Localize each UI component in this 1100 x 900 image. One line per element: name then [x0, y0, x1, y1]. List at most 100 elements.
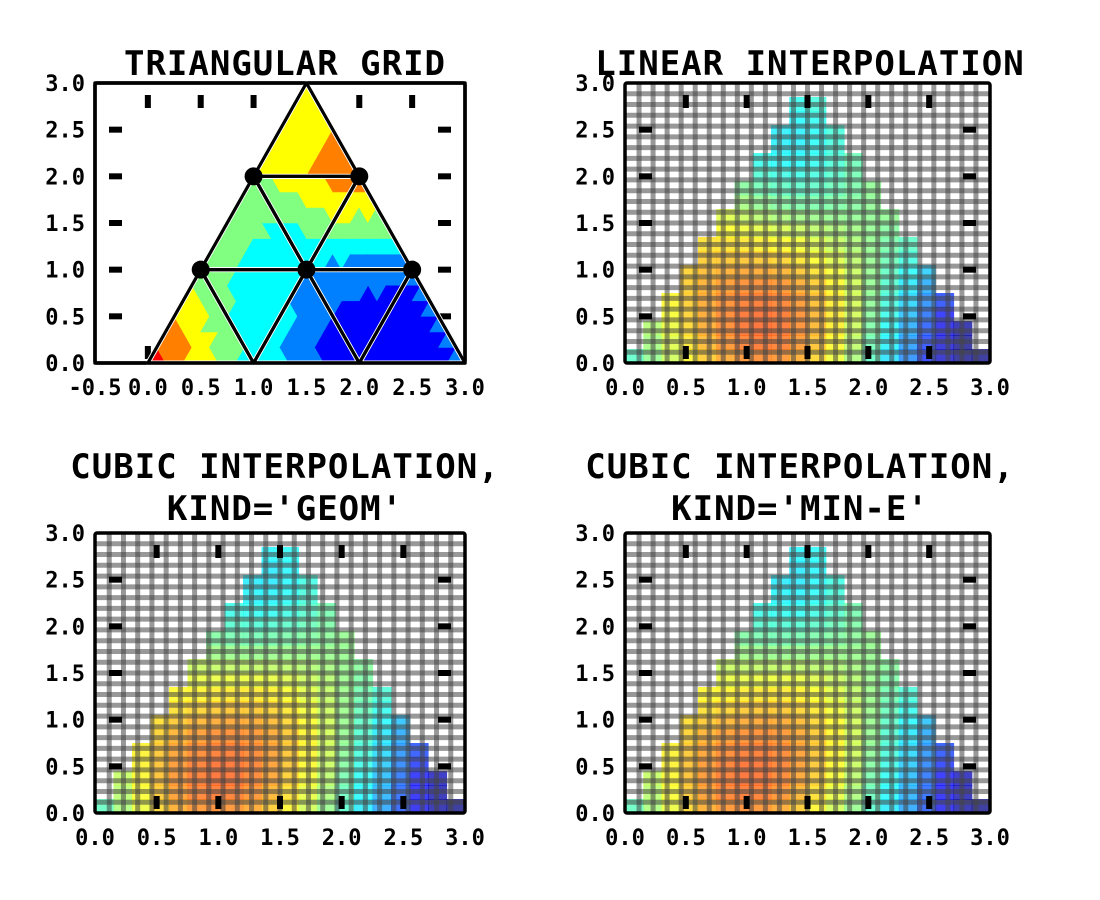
x-tick-mark	[153, 796, 160, 809]
x-tick-mark	[277, 796, 283, 809]
chart-subtitle: KIND='GEOM'	[167, 489, 403, 529]
y-tick-mark	[109, 220, 122, 226]
x-tick-mark	[926, 346, 933, 359]
x-tick-label: 1.5	[788, 826, 828, 851]
x-tick-label: 3.0	[445, 826, 485, 851]
x-tick-mark	[682, 545, 689, 558]
y-tick-mark	[963, 266, 976, 273]
x-tick-label: 2.0	[339, 376, 379, 401]
x-tick-mark	[804, 346, 811, 359]
y-tick-mark	[639, 576, 652, 583]
axes-frame	[623, 81, 992, 365]
y-tick-label: 1.5	[575, 662, 615, 687]
y-tick-label: 0.5	[575, 305, 615, 330]
x-tick-mark	[682, 95, 689, 108]
y-tick-mark	[639, 623, 652, 630]
y-tick-mark	[639, 670, 652, 676]
y-tick-label: 2.0	[45, 615, 85, 640]
y-tick-mark	[109, 763, 122, 770]
x-tick-mark	[338, 545, 345, 558]
x-tick-label: 1.5	[260, 826, 300, 851]
chart-title: LINEAR INTERPOLATION	[595, 44, 1024, 84]
x-tick-mark	[926, 95, 933, 108]
x-tick-label: 0.0	[605, 376, 645, 401]
y-tick-label: 1.5	[45, 212, 85, 237]
x-tick-mark	[865, 796, 872, 809]
y-tick-label: 3.0	[45, 522, 85, 547]
y-tick-label: 2.0	[575, 165, 615, 190]
x-tick-label: 0.0	[128, 376, 168, 401]
grid-node	[350, 167, 369, 186]
x-tick-mark	[409, 95, 416, 108]
chart-title: CUBIC INTERPOLATION,	[70, 447, 499, 487]
y-tick-mark	[109, 716, 122, 723]
y-tick-mark	[438, 670, 451, 676]
y-tick-mark	[438, 126, 451, 133]
y-tick-label: 1.5	[45, 662, 85, 687]
y-tick-mark	[438, 623, 451, 630]
x-tick-mark	[144, 95, 151, 108]
x-tick-label: 2.0	[322, 826, 362, 851]
y-tick-label: 0.0	[575, 352, 615, 377]
y-tick-mark	[963, 763, 976, 770]
y-tick-label: 3.0	[575, 522, 615, 547]
axes-frame	[93, 81, 467, 365]
x-tick-label: 3.0	[970, 826, 1010, 851]
x-tick-mark	[743, 95, 750, 108]
y-tick-label: 0.0	[45, 802, 85, 827]
chart-title: CUBIC INTERPOLATION,	[585, 447, 1014, 487]
x-tick-mark	[682, 796, 689, 809]
x-tick-mark	[926, 796, 933, 809]
y-tick-label: 2.0	[45, 165, 85, 190]
y-tick-label: 0.5	[45, 305, 85, 330]
panel-triangular-grid: TRIANGULAR GRID 0.0 0.5 1.0 1.5 2.0 2.5 3.0 -0.…	[45, 44, 485, 401]
x-tick-mark	[865, 545, 872, 558]
x-tick-mark	[865, 95, 872, 108]
y-tick-label: 2.5	[45, 569, 85, 594]
y-tick-mark	[109, 313, 122, 320]
x-tick-mark	[197, 95, 204, 108]
x-tick-label: 2.0	[848, 376, 888, 401]
y-tick-mark	[109, 126, 122, 133]
x-tick-label: 2.5	[909, 826, 949, 851]
axes-frame	[623, 531, 992, 815]
x-tick-mark	[250, 95, 257, 108]
x-tick-mark	[743, 346, 750, 359]
grid-node	[191, 260, 210, 279]
x-tick-mark	[215, 796, 222, 809]
x-tick-label: 2.0	[848, 826, 888, 851]
x-tick-label: 0.0	[605, 826, 645, 851]
x-tick-label: 2.5	[383, 826, 423, 851]
y-tick-mark	[639, 763, 652, 770]
axes-frame	[93, 531, 467, 815]
y-tick-mark	[963, 313, 976, 320]
chart-title: TRIANGULAR GRID	[124, 44, 446, 84]
x-tick-mark	[338, 796, 345, 809]
panel-linear-interpolation: LINEAR INTERPOLATION 0.0 0.5 1.0 1.5 2.0 2.5 3…	[575, 44, 1024, 401]
y-tick-mark	[639, 173, 652, 180]
chart-subtitle: KIND='MIN-E'	[671, 489, 929, 529]
x-tick-mark	[153, 545, 160, 558]
x-tick-label: 3.0	[970, 376, 1010, 401]
y-tick-label: 2.5	[575, 569, 615, 594]
y-tick-mark	[438, 716, 451, 723]
y-tick-label: 3.0	[575, 72, 615, 97]
y-tick-mark	[109, 173, 122, 180]
y-tick-mark	[109, 623, 122, 630]
x-tick-mark	[865, 346, 872, 359]
x-tick-mark	[743, 545, 750, 558]
y-tick-label: 1.0	[45, 709, 85, 734]
y-tick-mark	[639, 220, 652, 226]
x-tick-mark	[926, 545, 933, 558]
grid-node	[244, 167, 263, 186]
y-tick-label: 1.5	[575, 212, 615, 237]
y-tick-label: 1.0	[575, 709, 615, 734]
x-tick-label: 1.5	[287, 376, 327, 401]
x-tick-mark	[400, 796, 407, 809]
y-tick-mark	[109, 266, 122, 273]
x-tick-label: 2.5	[909, 376, 949, 401]
x-tick-label: 1.0	[198, 826, 238, 851]
x-tick-label: 1.0	[234, 376, 274, 401]
y-tick-mark	[639, 313, 652, 320]
